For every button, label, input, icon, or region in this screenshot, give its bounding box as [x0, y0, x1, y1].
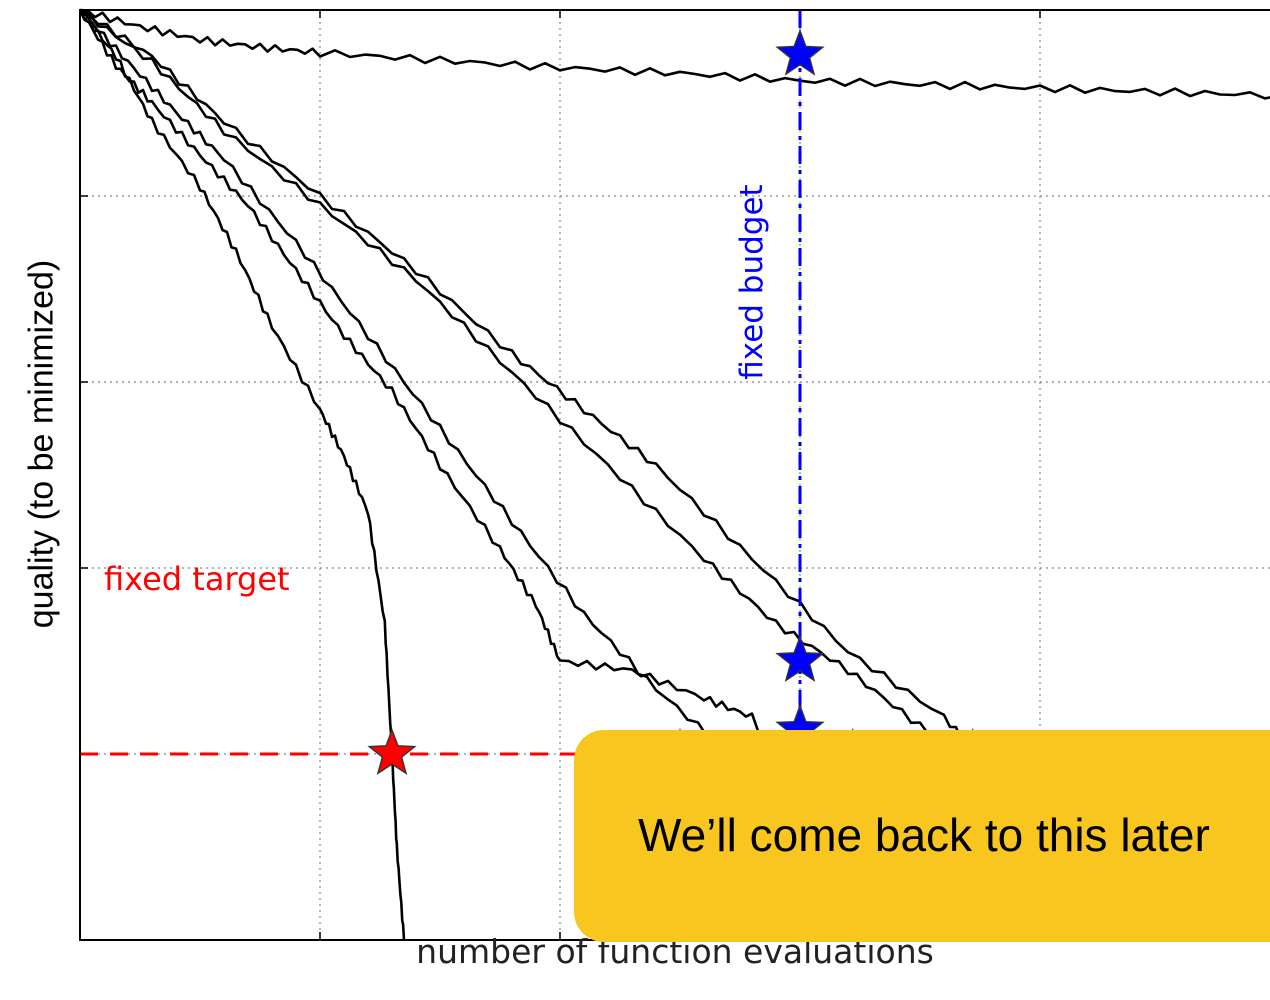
target-star-marker: [367, 727, 417, 776]
y-axis-label-text: quality (to be minimized): [22, 259, 61, 629]
series-line-1: [79, 8, 1270, 100]
budget-star-marker: [775, 634, 825, 683]
callout-box: We’ll come back to this later: [574, 730, 1270, 942]
series-line-3: [78, 9, 406, 941]
series-line-4: [79, 9, 801, 774]
series-line-2: [78, 9, 850, 941]
fixed-target-label: fixed target: [104, 560, 290, 598]
callout-text: We’ll come back to this later: [638, 809, 1210, 861]
fixed-budget-label-text: fixed budget: [734, 184, 770, 380]
budget-star-marker: [775, 28, 825, 76]
